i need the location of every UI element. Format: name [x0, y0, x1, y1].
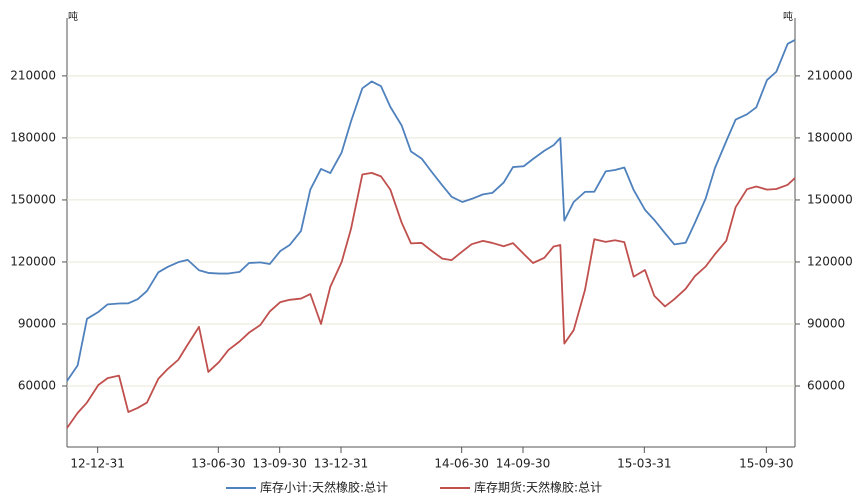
y-tick-label: 180000: [10, 130, 56, 144]
x-tick-label: 14-09-30: [496, 457, 550, 471]
y-tick-label: 90000: [18, 316, 56, 330]
y2-tick-label: 90000: [807, 316, 845, 330]
y-tick-label: 150000: [10, 192, 56, 206]
x-tick-label: 15-09-30: [739, 457, 793, 471]
y2-tick-label: 210000: [807, 68, 853, 82]
x-tick-label: 13-09-30: [252, 457, 306, 471]
y-tick-label: 120000: [10, 254, 56, 268]
x-tick-label: 13-12-31: [314, 457, 368, 471]
x-tick-label: 14-06-30: [434, 457, 488, 471]
y-tick-label: 210000: [10, 68, 56, 82]
legend-label: 库存期货:天然橡胶:总计: [474, 480, 602, 495]
x-tick-label: 12-12-31: [70, 457, 124, 471]
y2-tick-label: 180000: [807, 130, 853, 144]
y-axis-unit: 吨: [68, 10, 78, 23]
x-tick-label: 15-03-31: [617, 457, 671, 471]
series-line: [66, 39, 796, 382]
series-line: [66, 171, 796, 429]
y-tick-label: 60000: [18, 379, 56, 393]
y2-tick-label: 60000: [807, 379, 845, 393]
legend-label: 库存小计:天然橡胶:总计: [260, 480, 388, 495]
y2-axis-unit: 吨: [783, 10, 793, 23]
y2-tick-label: 120000: [807, 254, 853, 268]
x-tick-label: 13-06-30: [191, 457, 245, 471]
y2-tick-label: 150000: [807, 192, 853, 206]
